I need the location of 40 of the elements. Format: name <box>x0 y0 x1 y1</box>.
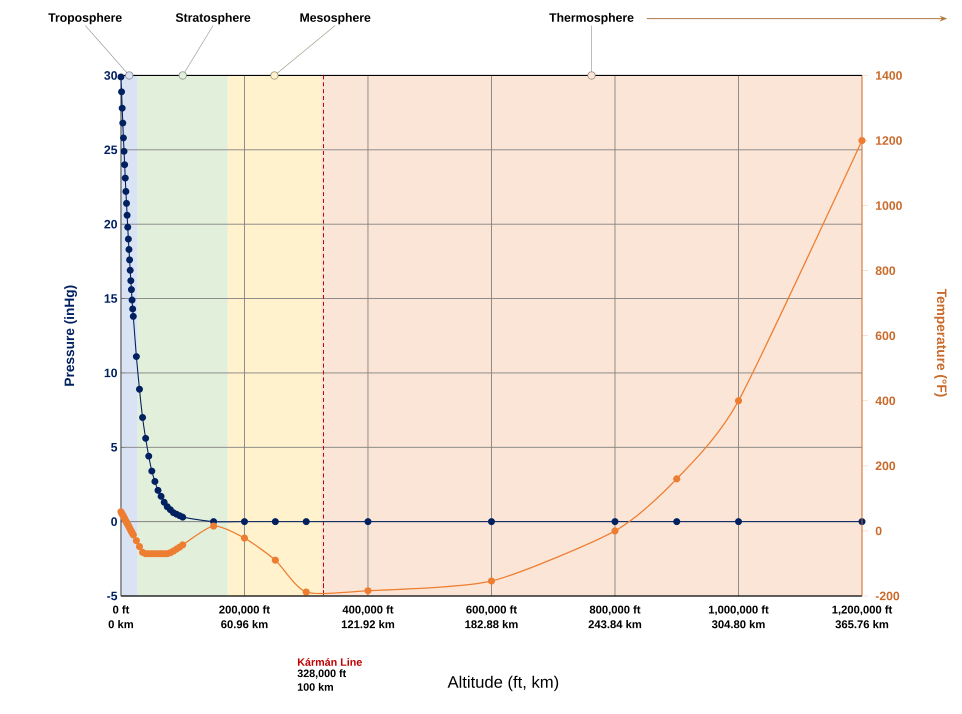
x-axis-title: Altitude (ft, km) <box>448 676 558 692</box>
x2-tick-label: 182.88 km <box>465 620 518 628</box>
y2-tick-label: 1000 <box>876 201 902 210</box>
y2-tick-label: 1200 <box>876 136 902 146</box>
x-tick-label: 600,000 ft <box>466 606 517 616</box>
x2-tick-label: 365.76 km <box>835 620 888 628</box>
y2-axis-title: Temperature (°F) <box>934 289 947 397</box>
text: 328,000 ft 100 km <box>297 669 346 691</box>
y-tick-label: 5 <box>111 443 118 452</box>
y-axis-title: Pressure (inHg) <box>64 286 77 386</box>
y2-tick-label: 400 <box>875 396 896 406</box>
band-label: Mesosphere <box>300 13 370 24</box>
y-tick-label: -5 <box>107 592 118 600</box>
y-tick-label: 0 <box>111 517 117 526</box>
x-tick-label: 200,000 ft <box>219 606 270 616</box>
x2-tick-label: 304.80 km <box>712 620 765 628</box>
x-tick-label: 1,200,000 ft <box>832 606 892 616</box>
y-tick-label: 25 <box>104 146 118 154</box>
x-tick-label: 0 ft <box>112 606 130 614</box>
y2-tick-label: 1400 <box>876 71 902 80</box>
y2-tick-label: 0 <box>876 526 882 536</box>
y2-tick-label: 800 <box>876 266 896 276</box>
band-label: Thermosphere <box>549 13 634 24</box>
x2-tick-label: 243.84 km <box>588 620 642 628</box>
y2-tick-label: 200 <box>876 462 896 470</box>
band-label: Stratosphere <box>176 13 250 24</box>
x2-tick-label: 0 km <box>108 620 134 628</box>
x-tick-label: 400,000 ft <box>342 606 394 616</box>
y-tick-label: 10 <box>104 368 117 378</box>
x-tick-label: 800,000 ft <box>590 606 640 616</box>
y2-tick-label: 600 <box>876 332 896 340</box>
x2-tick-label: 121.92 km <box>342 620 394 628</box>
y2-tick-label: -200 <box>876 592 900 600</box>
y-tick-label: 15 <box>104 294 118 303</box>
x2-tick-label: 60.96 km <box>221 620 268 628</box>
y-tick-label: 20 <box>104 220 117 229</box>
y-tick-label: 30 <box>104 71 117 80</box>
x-tick-label: 1,000,000 ft <box>708 606 769 616</box>
ref-line-label: Kármán Line <box>298 658 362 666</box>
band-label: Troposphere <box>48 13 122 24</box>
